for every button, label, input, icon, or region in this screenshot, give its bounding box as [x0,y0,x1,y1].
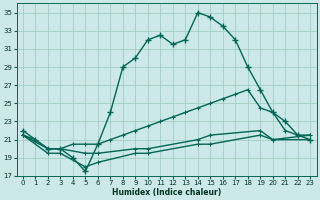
X-axis label: Humidex (Indice chaleur): Humidex (Indice chaleur) [112,188,221,197]
